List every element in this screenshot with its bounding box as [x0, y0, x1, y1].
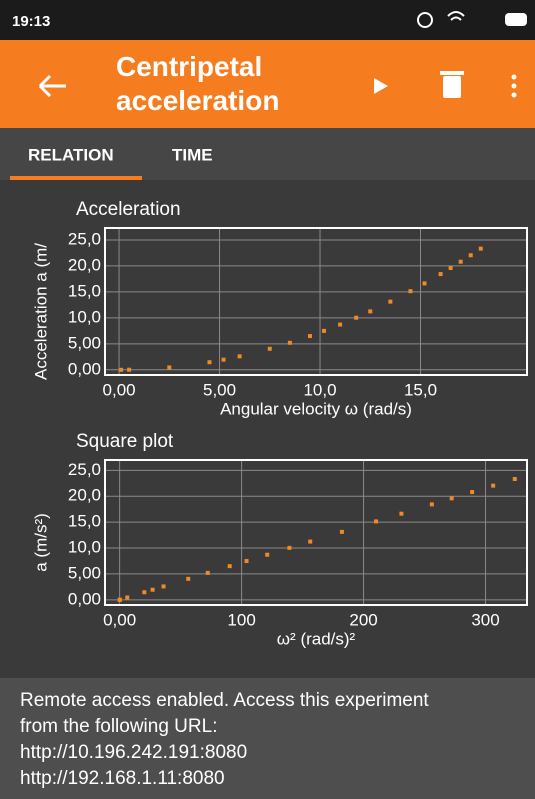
point	[245, 559, 249, 563]
plot-frame	[105, 228, 527, 375]
footer-box: Remote access enabled. Access this exper…	[20, 688, 440, 798]
menu-button[interactable]	[512, 75, 517, 98]
point	[206, 571, 210, 575]
y-tick-label: 10,0	[68, 307, 101, 326]
remote-url[interactable]: http://10.196.242.191:8080	[20, 740, 440, 766]
point	[228, 564, 232, 568]
remote-message: Remote access enabled. Access this exper…	[20, 688, 440, 740]
point	[119, 368, 123, 372]
point	[469, 253, 473, 257]
point	[238, 354, 242, 358]
point	[288, 341, 292, 345]
y-tick-label: 20,0	[68, 255, 101, 274]
x-tick-label: 10,0	[303, 380, 336, 399]
toolbar-title: Centripetal acceleration	[116, 50, 346, 118]
point	[354, 316, 358, 320]
point	[127, 368, 131, 372]
x-tick-label: 0,00	[103, 610, 136, 629]
y-tick-label: 15,0	[68, 281, 101, 300]
point	[491, 484, 495, 488]
y-tick-label: 0,00	[68, 359, 101, 378]
point	[368, 309, 372, 313]
x-tick-label: 100	[227, 610, 255, 629]
tab[interactable]: TIME	[172, 145, 213, 164]
y-tick-label: 25,0	[68, 460, 101, 479]
point	[439, 272, 443, 276]
point	[287, 546, 291, 550]
y-tick-label: 5,00	[68, 333, 101, 352]
y-tick-label: 25,0	[68, 229, 101, 248]
x-axis-label: ω² (rad/s)²	[277, 629, 356, 648]
point	[449, 266, 453, 270]
y-axis-label: Acceleration a (m/	[31, 243, 50, 380]
x-tick-label: 15,0	[404, 380, 437, 399]
point	[207, 360, 211, 364]
x-tick-label: 200	[349, 610, 377, 629]
y-axis-label: a (m/s²)	[31, 513, 50, 572]
point	[268, 347, 272, 351]
y-tick-label: 15,0	[68, 512, 101, 531]
point	[423, 281, 427, 285]
point	[118, 598, 122, 602]
point	[408, 289, 412, 293]
point	[430, 502, 434, 506]
point	[340, 530, 344, 534]
point	[399, 512, 403, 516]
point	[459, 260, 463, 264]
point	[322, 329, 326, 333]
point	[125, 595, 129, 599]
x-axis-label: Angular velocity ω (rad/s)	[220, 399, 412, 418]
x-tick-label: 0,00	[103, 380, 136, 399]
x-tick-label: 300	[471, 610, 499, 629]
x-tick-label: 5,00	[203, 380, 236, 399]
point	[308, 334, 312, 338]
point	[151, 588, 155, 592]
point	[186, 577, 190, 581]
point	[470, 490, 474, 494]
tab[interactable]: RELATION	[28, 145, 114, 164]
point	[162, 584, 166, 588]
y-tick-label: 20,0	[68, 486, 101, 505]
point	[513, 477, 517, 481]
point	[265, 553, 269, 557]
point	[479, 247, 483, 251]
point	[308, 540, 312, 544]
plot-frame	[105, 460, 527, 605]
point	[142, 590, 146, 594]
point	[374, 519, 378, 523]
status-bar	[0, 0, 535, 40]
tab-indicator	[10, 176, 142, 180]
point	[450, 496, 454, 500]
app: 19:13 Centripetal acceleration RELATION …	[0, 0, 535, 799]
chart-title: Acceleration	[76, 199, 181, 220]
y-tick-label: 0,00	[68, 589, 101, 608]
chart-title: Square plot	[76, 431, 174, 452]
toolbar-title-box: Centripetal acceleration	[116, 50, 346, 122]
point	[388, 300, 392, 304]
status-time: 19:13	[12, 13, 50, 30]
y-tick-label: 10,0	[68, 538, 101, 557]
point	[222, 358, 226, 362]
y-tick-label: 5,00	[68, 563, 101, 582]
point	[167, 365, 171, 369]
screen: 19:13 Centripetal acceleration RELATION …	[0, 0, 535, 799]
point	[338, 323, 342, 327]
remote-url[interactable]: http://192.168.1.11:8080	[20, 766, 440, 792]
